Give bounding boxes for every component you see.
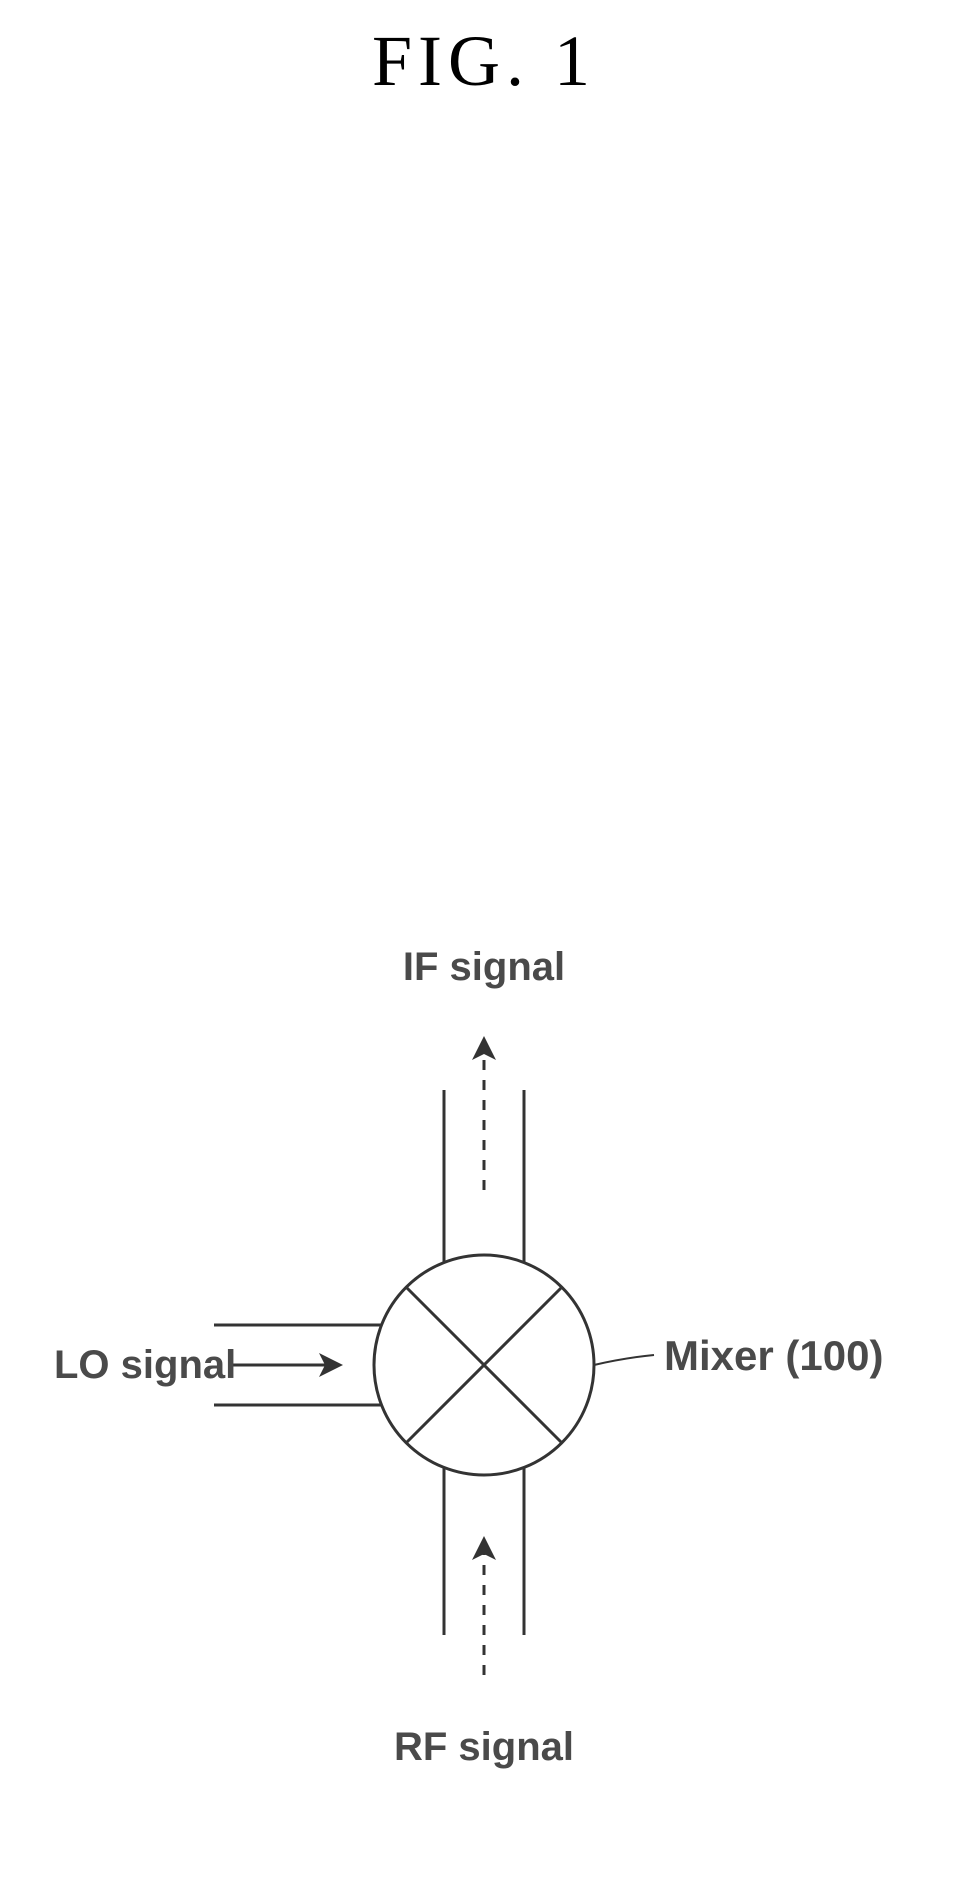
mixer-symbol — [374, 1255, 594, 1475]
mixer-label: Mixer (100) — [664, 1332, 883, 1379]
mixer-diagram: IF signal LO signal RF signal Mixer (100… — [34, 940, 934, 1790]
mixer-leader — [594, 1355, 654, 1365]
lo-label: LO signal — [54, 1343, 236, 1387]
figure-title: FIG. 1 — [372, 20, 596, 103]
if-label: IF signal — [403, 945, 565, 989]
rf-label: RF signal — [394, 1725, 574, 1769]
